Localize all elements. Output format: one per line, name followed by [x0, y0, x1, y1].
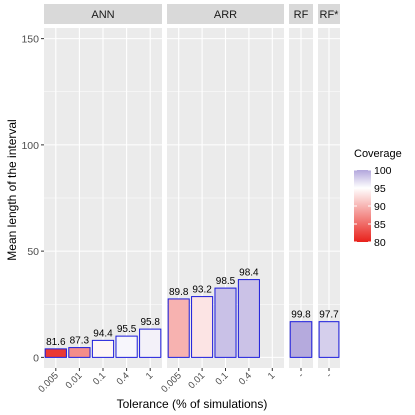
facet-strip-label: ANN	[91, 9, 114, 21]
legend-tick-label: 80	[374, 237, 386, 249]
y-tick-label: 50	[27, 246, 39, 258]
x-tick-label: 0.1	[213, 370, 230, 387]
bar	[237, 279, 260, 358]
bar-value-label: 94.4	[93, 328, 113, 339]
legend-tick-label: 90	[374, 201, 386, 213]
x-tick-label: 0.4	[237, 370, 254, 387]
x-tick-label: 0.01	[186, 370, 207, 391]
facet-strip-label: RF	[294, 9, 309, 21]
facet-strip	[44, 4, 162, 24]
facet-strip	[167, 4, 284, 24]
bar-value-label: 87.3	[70, 336, 90, 347]
bar	[68, 347, 91, 358]
bar-value-label: 81.6	[46, 337, 66, 348]
y-tick-label: 100	[21, 140, 39, 152]
facet-panels: ANN81.60.00587.30.0194.40.195.50.495.81A…	[36, 4, 340, 395]
y-tick-label: 150	[21, 34, 39, 46]
x-tick-label: -	[296, 370, 306, 380]
bar-value-label: 95.5	[117, 324, 137, 335]
bar-value-label: 99.8	[291, 310, 311, 321]
x-axis-title: Tolerance (% of simulations)	[117, 397, 268, 411]
facet-panel-ann: ANN 81.6 0.005 87.3 0.01 94.4 0.1 95.5 0.4 95.8 1	[36, 4, 162, 395]
facet-panel-rf: RF 99.8 -	[289, 4, 313, 380]
x-tick-label: 1	[266, 370, 278, 382]
bar	[214, 287, 237, 358]
bar	[115, 335, 138, 358]
bar	[139, 328, 162, 358]
bar-value-label: 98.5	[216, 276, 236, 287]
facet-strip	[289, 4, 313, 24]
x-tick-label: 0.005	[36, 370, 61, 395]
bar-value-label: 93.2	[192, 285, 212, 296]
bar-value-label: 95.8	[140, 317, 160, 328]
x-tick-label: 0.1	[91, 370, 108, 387]
legend-colorbar	[354, 170, 371, 242]
y-tick-label: 0	[33, 352, 39, 364]
y-axis-title: Mean length of the interval	[5, 119, 19, 260]
x-tick-label: 0.4	[115, 370, 132, 387]
facet-panel-rf-star: RF* 97.7 -	[318, 4, 340, 380]
legend-tick-label: 85	[374, 219, 386, 231]
bar-value-label: 89.8	[169, 287, 189, 298]
bar-value-label: 97.7	[319, 310, 339, 321]
coverage-legend: Coverage 80 85 90 95 100	[354, 148, 402, 249]
x-tick-label: 1	[144, 370, 156, 382]
bar-value-label: 98.4	[239, 268, 259, 279]
legend-tick-label: 100	[374, 165, 392, 177]
x-tick-label: -	[324, 370, 334, 380]
legend-title: Coverage	[354, 148, 402, 160]
bar	[289, 321, 313, 358]
bar	[191, 296, 214, 358]
bar	[167, 298, 190, 358]
facet-strip	[318, 4, 340, 24]
facet-panel-arr: ARR 89.8 0.005 93.2 0.01 98.5 0.1 98.4 0.4 1	[159, 4, 284, 395]
y-axis: 0 50 100 150	[21, 34, 44, 364]
x-tick-label: 0.01	[64, 370, 85, 391]
bar	[44, 348, 67, 358]
bar	[91, 339, 115, 358]
bar	[318, 321, 340, 358]
x-tick-label: 0.005	[159, 370, 184, 395]
legend-ticks: 80 85 90 95 100	[354, 165, 392, 249]
y-axis-title-group: Mean length of the interval	[5, 119, 19, 260]
facet-strip-label: ARR	[214, 9, 237, 21]
legend-tick-label: 95	[374, 183, 386, 195]
facet-strip-label: RF*	[320, 9, 340, 21]
